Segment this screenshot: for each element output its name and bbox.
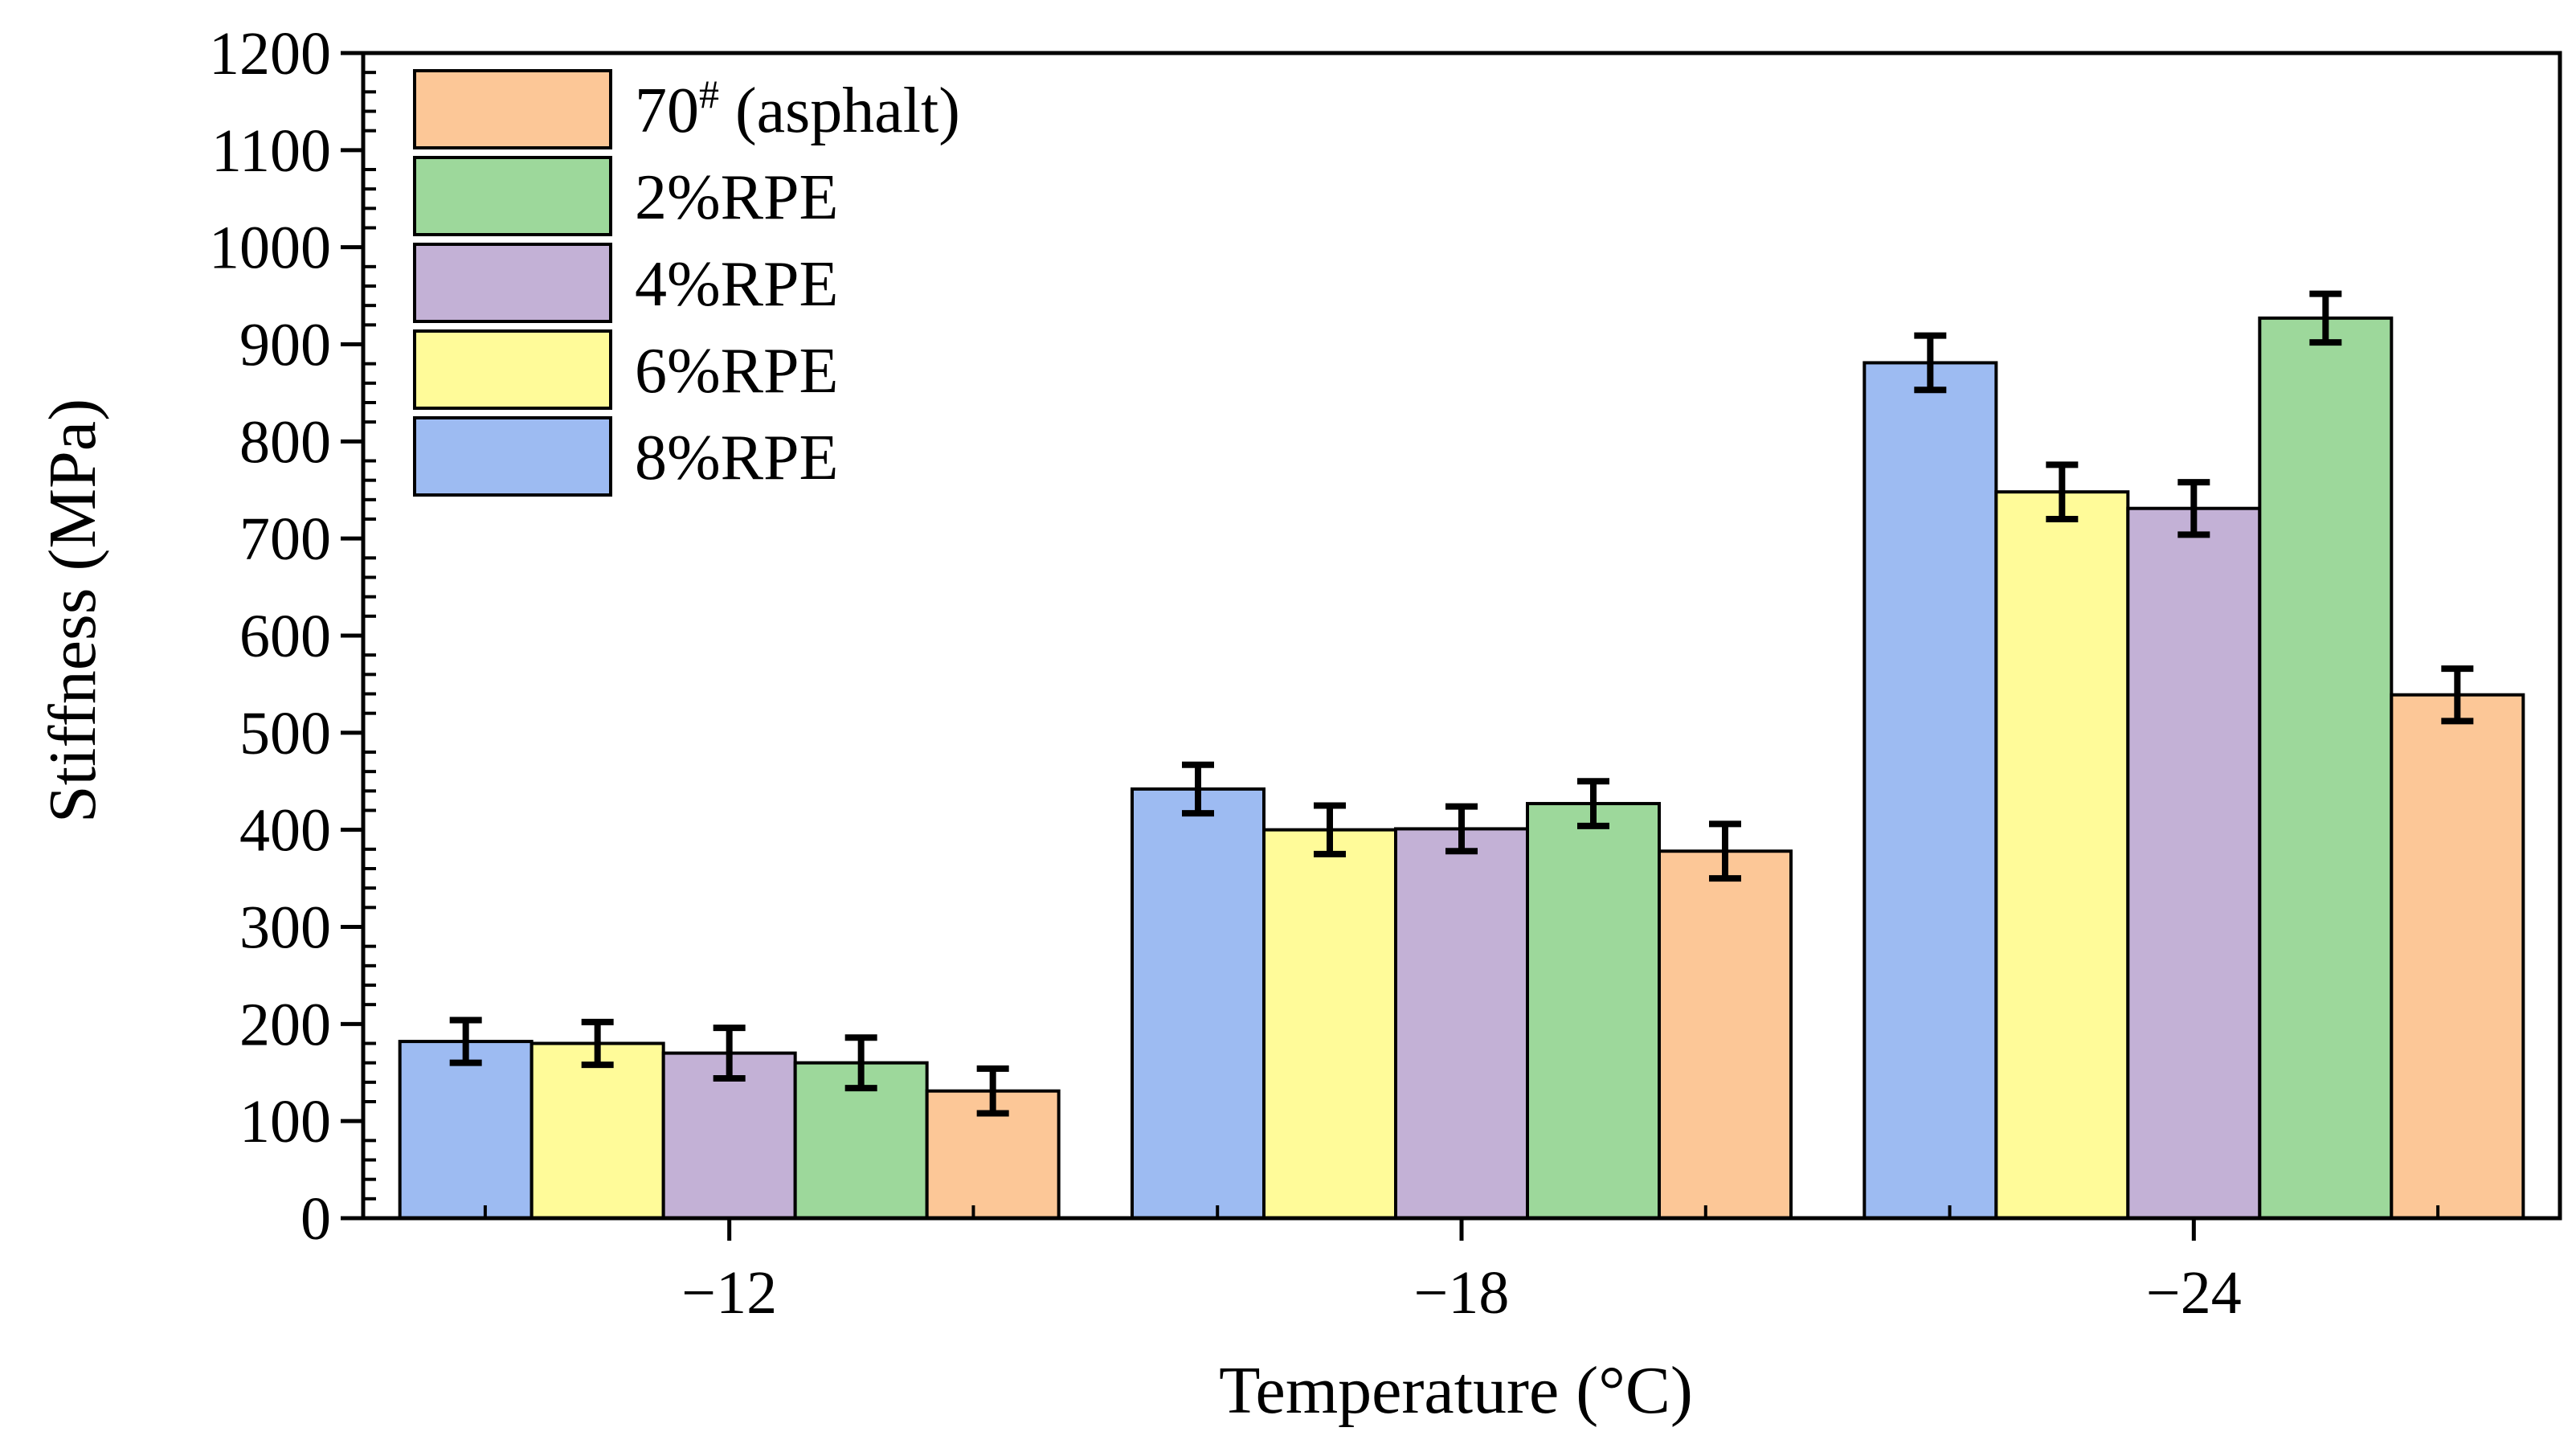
x-tick-label: −12	[681, 1259, 777, 1327]
y-tick-label: 1200	[209, 20, 331, 88]
y-tick-label: 400	[239, 797, 331, 865]
legend-item-4-rpe: 4%RPE	[413, 243, 838, 323]
error-bar-4-rpe-1	[1445, 803, 1478, 855]
bar-4-rpe-2	[2126, 506, 2262, 1220]
error-bar-70-asphalt--1	[1709, 820, 1741, 882]
legend-swatch	[413, 156, 612, 236]
error-bars-layer	[449, 290, 2474, 1117]
legend-label: 2%RPE	[635, 162, 838, 233]
x-axis-title: Temperature (°C)	[1219, 1353, 1693, 1428]
error-bar-70-asphalt--2	[2441, 665, 2474, 725]
legend-swatch	[413, 416, 612, 497]
bars-layer	[398, 316, 2525, 1221]
y-tick-label: 600	[239, 603, 331, 670]
legend-label: 8%RPE	[635, 423, 838, 493]
error-bar-4-rpe-2	[2177, 479, 2210, 538]
bar-8-rpe-2	[1862, 361, 1998, 1220]
y-tick-label: 100	[239, 1088, 331, 1156]
legend-label: 70# (asphalt)	[635, 72, 960, 146]
error-bar-8-rpe-2	[1914, 332, 1947, 394]
y-tick-label: 800	[239, 408, 331, 476]
legend-label: 4%RPE	[635, 249, 838, 320]
legend-swatch	[413, 329, 612, 410]
bar-8-rpe-1	[1131, 787, 1266, 1220]
bar-6-rpe-2	[1994, 490, 2130, 1220]
y-tick-label: 0	[301, 1185, 331, 1253]
error-bar-2-rpe-1	[1577, 778, 1609, 829]
y-tick-label: 700	[239, 505, 331, 573]
bar-70-asphalt--1	[1658, 849, 1793, 1220]
error-bar-6-rpe-1	[1314, 802, 1346, 857]
legend-item-8-rpe: 8%RPE	[413, 416, 838, 497]
error-bar-4-rpe-0	[713, 1025, 746, 1082]
y-tick-label: 1100	[211, 117, 331, 185]
legend: 70# (asphalt) 2%RPE 4%RPE 6%RPE 8%RPE	[413, 69, 960, 497]
y-tick-label: 500	[239, 700, 331, 767]
bar-2-rpe-2	[2258, 316, 2394, 1220]
bar-4-rpe-1	[1394, 827, 1529, 1221]
legend-item-70-asphalt-: 70# (asphalt)	[413, 69, 960, 149]
error-bar-2-rpe-0	[844, 1034, 877, 1092]
legend-label: 6%RPE	[635, 336, 838, 407]
y-tick-label: 900	[239, 312, 331, 379]
legend-item-6-rpe: 6%RPE	[413, 329, 838, 410]
bar-2-rpe-1	[1526, 802, 1661, 1220]
y-tick-label: 300	[239, 894, 331, 962]
legend-swatch	[413, 243, 612, 323]
error-bar-6-rpe-0	[581, 1018, 614, 1069]
bar-6-rpe-0	[530, 1041, 665, 1220]
bar-6-rpe-1	[1262, 828, 1397, 1220]
bar-70-asphalt--2	[2390, 693, 2525, 1220]
error-bar-6-rpe-2	[2046, 461, 2079, 522]
y-axis-title: Stiffness (MPa)	[35, 399, 110, 823]
error-bar-8-rpe-0	[449, 1016, 482, 1066]
error-bar-2-rpe-2	[2309, 290, 2342, 346]
legend-swatch	[413, 69, 612, 149]
x-tick-label: −18	[1414, 1259, 1510, 1327]
y-tick-label: 200	[239, 991, 331, 1058]
x-tick-label: −24	[2146, 1259, 2242, 1327]
bar-8-rpe-0	[398, 1040, 534, 1221]
legend-item-2-rpe: 2%RPE	[413, 156, 838, 236]
error-bar-70-asphalt--0	[976, 1065, 1009, 1117]
axes-layer: 0 100 200 300 400 500 600 700 800 900 1000 1100 1200…	[209, 20, 2562, 1327]
error-bar-8-rpe-1	[1182, 761, 1214, 817]
y-tick-label: 1000	[209, 215, 331, 282]
